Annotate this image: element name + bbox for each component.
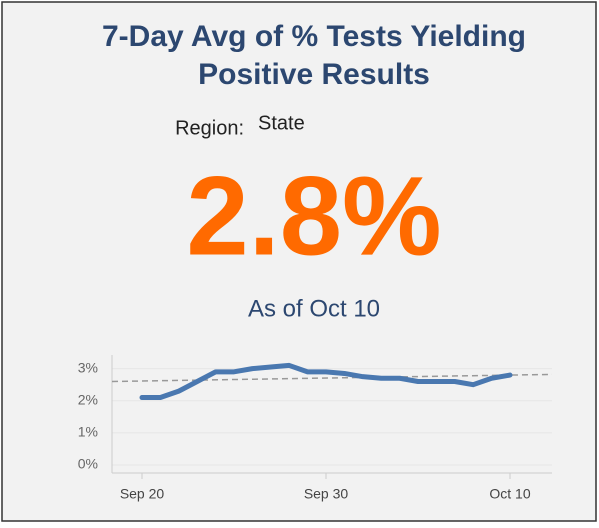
region-label: Region: bbox=[175, 117, 244, 139]
x-tick-label: Sep 30 bbox=[304, 486, 349, 502]
series-line bbox=[139, 362, 513, 401]
region-value: State bbox=[258, 112, 305, 134]
headline-value: 2.8% bbox=[186, 154, 441, 279]
as-of: As of Oct 10 bbox=[248, 295, 380, 322]
title: Positive Results bbox=[198, 58, 430, 91]
x-tick-label: Sep 20 bbox=[120, 486, 165, 502]
y-tick-label: 0% bbox=[78, 456, 98, 472]
trend-line bbox=[111, 373, 553, 383]
y-tick-label: 3% bbox=[78, 359, 98, 375]
y-tick-label: 2% bbox=[78, 391, 98, 407]
y-tick-label: 1% bbox=[78, 424, 98, 440]
title: 7-Day Avg of % Tests Yielding bbox=[102, 20, 526, 53]
x-tick-label: Oct 10 bbox=[489, 486, 530, 502]
